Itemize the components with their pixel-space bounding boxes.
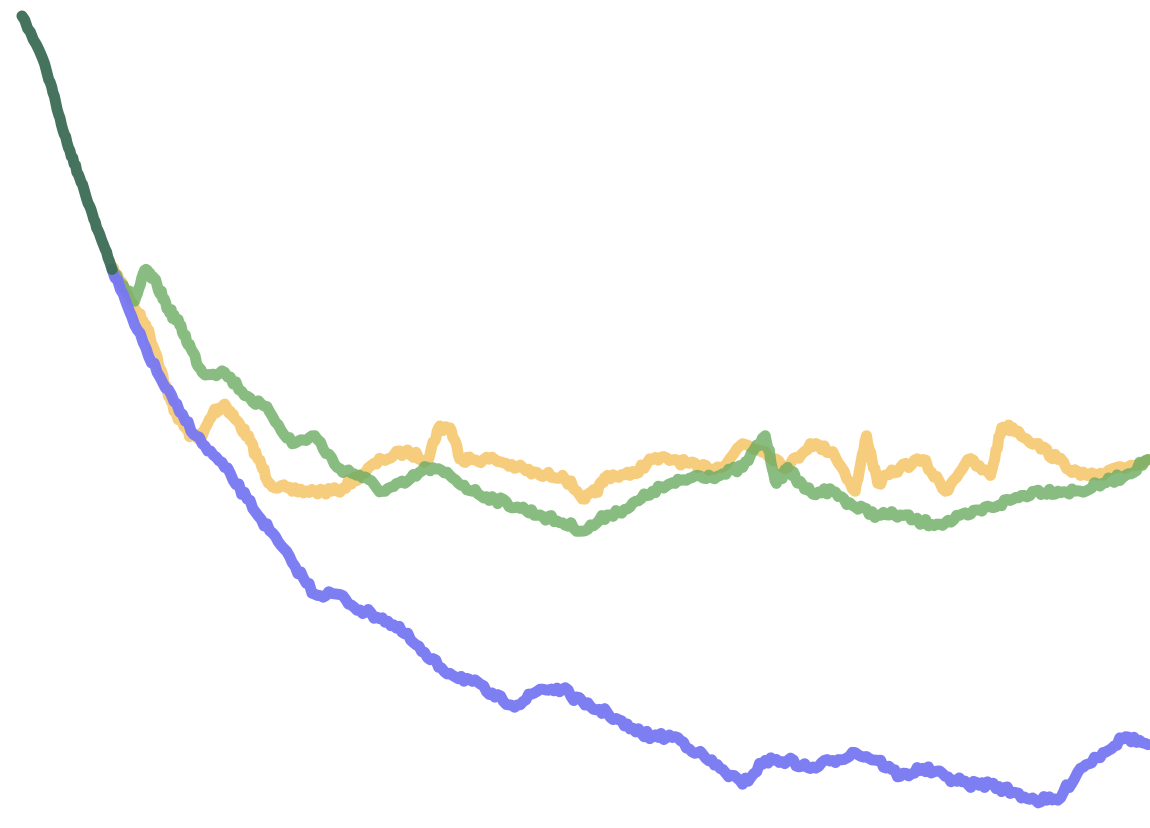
- shared-start-line: [16, 10, 118, 275]
- series-line-1: [106, 263, 1150, 809]
- series-layer: [16, 10, 1150, 809]
- series-line-3: [106, 263, 1150, 537]
- series-line-2: [106, 262, 1150, 505]
